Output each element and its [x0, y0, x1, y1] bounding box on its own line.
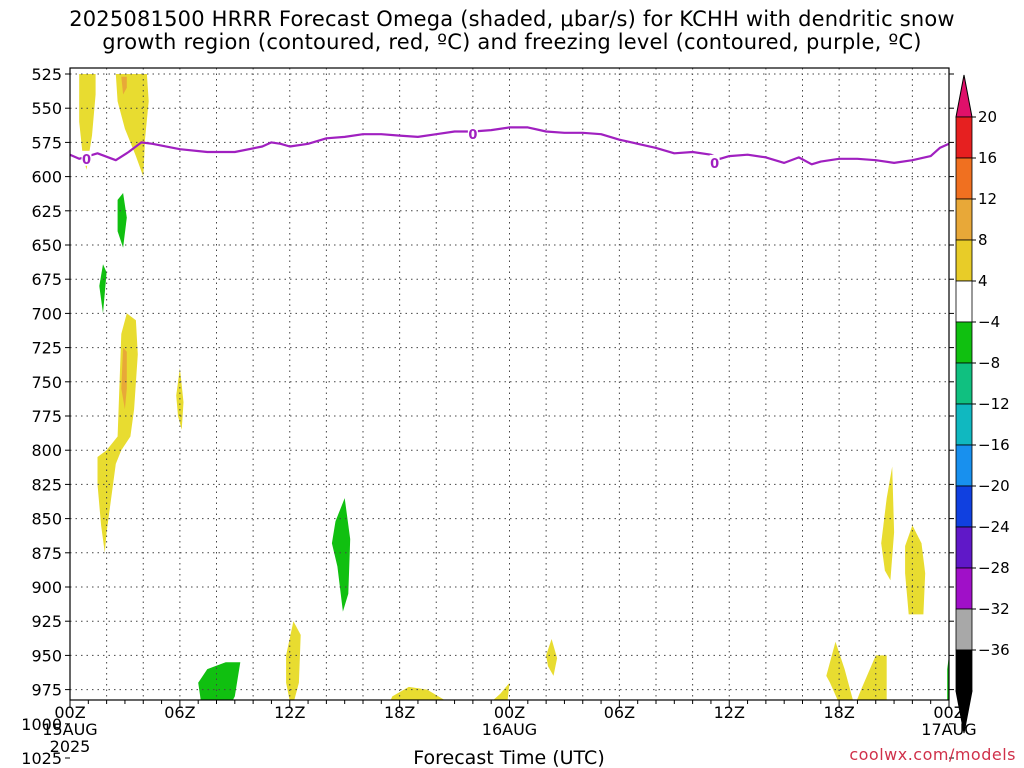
omega-region-4: [99, 264, 107, 314]
colorbar-label-7: −12: [978, 395, 1010, 413]
x-tick-label-48-0: 00Z: [933, 703, 964, 722]
colorbar-label-10: −24: [978, 518, 1010, 536]
freezing-level-label-0: 0: [82, 153, 91, 168]
freezing-label-bg-2: [709, 154, 720, 170]
omega-region-10: [198, 662, 241, 700]
omega-region-12: [546, 639, 558, 676]
colorbar-swatch-13: [955, 649, 973, 692]
colorbar-label-13: −36: [978, 641, 1010, 659]
omega-region-5: [97, 313, 138, 553]
x-tick-label-12-0: 12Z: [274, 703, 305, 722]
freezing-label-bg-0: [81, 150, 92, 166]
colorbar-swatch-2: [955, 198, 973, 241]
x-tick-label-18-0: 18Z: [384, 703, 415, 722]
omega-region-6: [121, 347, 127, 410]
site-credit: coolwx.com/models: [849, 745, 1016, 764]
y-axis-ticks: 525 550 575 600 625 650 675 700 725 750 775 800 825 8…: [21, 65, 954, 768]
omega-region-2: [121, 76, 127, 95]
y-tick-label-850: 850: [31, 510, 62, 529]
x-tick-label-0-0: 00Z: [54, 703, 85, 722]
colorbar-label-1: 16: [978, 149, 997, 167]
y-tick-label-875: 875: [31, 544, 62, 563]
freezing-label-bg-1: [467, 126, 478, 142]
omega-shading: [79, 74, 949, 700]
omega-region-15: [881, 466, 895, 581]
colorbar: 20 16 12 8 4 −4 −8 −12 −16 −20 −24 −28 −32 −36: [955, 74, 1010, 734]
freezing-level-line: [69, 126, 950, 166]
colorbar-swatch-11: [955, 567, 973, 610]
y-tick-label-800: 800: [31, 441, 62, 460]
y-tick-label-550: 550: [31, 99, 62, 118]
y-tick-label-1025: 1025: [21, 749, 62, 768]
colorbar-label-11: −28: [978, 559, 1010, 577]
colorbar-swatch-8: [955, 444, 973, 487]
colorbar-label-4: 4: [978, 272, 988, 290]
x-tick-label-48-1: 17AUG: [921, 720, 976, 739]
colorbar-swatch-1: [955, 157, 973, 200]
grid-lines: [70, 68, 949, 700]
x-tick-label-42-0: 18Z: [823, 703, 854, 722]
x-tick-label-24-1: 16AUG: [482, 720, 537, 739]
y-tick-label-950: 950: [31, 646, 62, 665]
x-axis-label: Forecast Time (UTC): [413, 747, 604, 768]
y-tick-label-625: 625: [31, 202, 62, 221]
colorbar-label-3: 8: [978, 231, 988, 249]
y-tick-label-675: 675: [31, 270, 62, 289]
y-tick-label-1000: 1000: [21, 715, 62, 734]
x-tick-label-24-0: 00Z: [494, 703, 525, 722]
colorbar-swatch-9: [955, 485, 973, 528]
freezing-level-contour: 0 0 0: [69, 126, 950, 172]
freezing-level-label-1: 0: [468, 128, 477, 143]
colorbar-swatch-5: [955, 321, 973, 364]
y-tick-label-725: 725: [31, 339, 62, 358]
omega-region-8: [331, 498, 351, 612]
y-tick-label-925: 925: [31, 612, 62, 631]
colorbar-top-arrow: [955, 74, 973, 118]
y-tick-label-825: 825: [31, 475, 62, 494]
omega-region-1: [115, 74, 149, 177]
omega-region-11: [390, 682, 510, 700]
colorbar-swatch-0: [955, 116, 973, 159]
y-tick-label-700: 700: [31, 304, 62, 323]
chart-title-line2: growth region (contoured, red, ºC) and f…: [102, 30, 922, 54]
colorbar-swatch-7: [955, 403, 973, 446]
x-tick-label-36-0: 12Z: [714, 703, 745, 722]
colorbar-swatch-3: [955, 239, 973, 282]
x-tick-label-0-1: 15AUG: [42, 720, 97, 739]
y-tick-label-775: 775: [31, 407, 62, 426]
omega-region-9: [286, 621, 301, 700]
y-tick-label-975: 975: [31, 681, 62, 700]
y-tick-label-750: 750: [31, 373, 62, 392]
colorbar-label-5: −4: [978, 313, 1000, 331]
y-tick-label-650: 650: [31, 236, 62, 255]
colorbar-swatch-6: [955, 362, 973, 405]
freezing-level-label-2: 0: [710, 157, 719, 172]
y-tick-label-575: 575: [31, 133, 62, 152]
colorbar-label-12: −32: [978, 600, 1010, 618]
omega-region-13: [826, 641, 853, 700]
y-tick-label-900: 900: [31, 578, 62, 597]
colorbar-swatch-10: [955, 526, 973, 569]
x-tick-label-6-0: 06Z: [164, 703, 195, 722]
omega-region-16: [905, 525, 926, 615]
colorbar-bottom-arrow: [955, 690, 973, 734]
colorbar-swatch-4: [955, 280, 973, 323]
y-tick-label-525: 525: [31, 65, 62, 84]
omega-region-0: [79, 74, 96, 170]
colorbar-label-2: 12: [978, 190, 997, 208]
x-tick-label-0-2: 2025: [50, 737, 91, 756]
chart-title-line1: 2025081500 HRRR Forecast Omega (shaded, …: [69, 7, 955, 31]
omega-region-3: [117, 193, 127, 248]
colorbar-swatch-12: [955, 608, 973, 651]
colorbar-label-0: 20: [978, 108, 997, 126]
colorbar-label-9: −20: [978, 477, 1010, 495]
x-tick-label-30-0: 06Z: [604, 703, 635, 722]
y-tick-label-600: 600: [31, 168, 62, 187]
chart-title: 2025081500 HRRR Forecast Omega (shaded, …: [0, 8, 1024, 54]
colorbar-label-6: −8: [978, 354, 1000, 372]
omega-region-14: [856, 655, 887, 700]
colorbar-label-8: −16: [978, 436, 1010, 454]
